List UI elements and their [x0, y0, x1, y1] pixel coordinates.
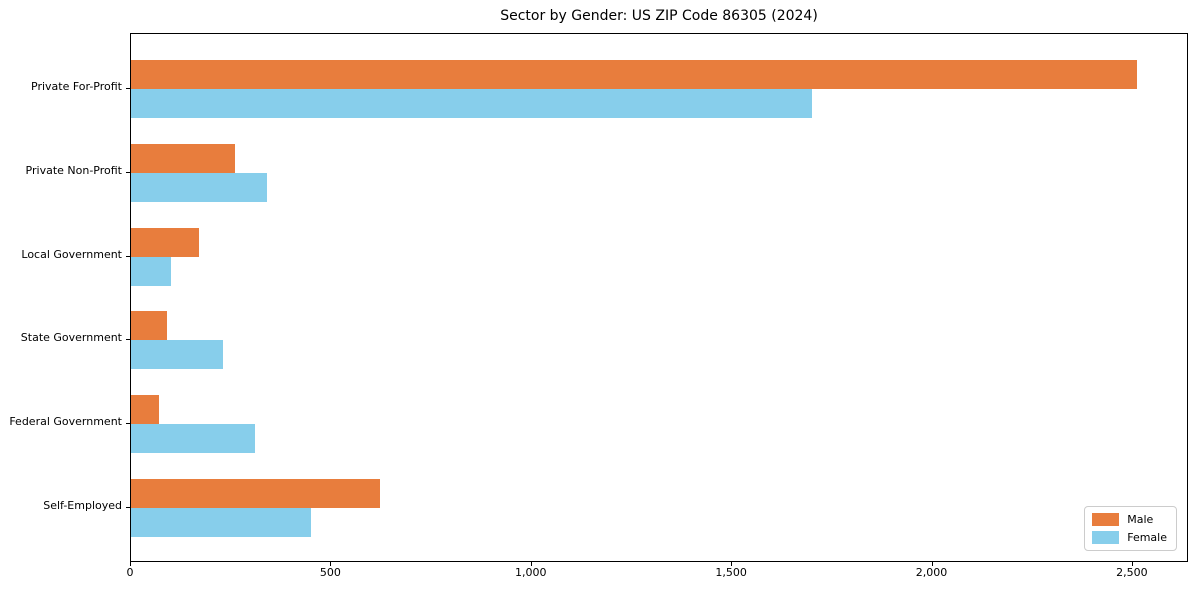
y-tick-mark: [126, 507, 130, 508]
y-axis-label: State Government: [20, 331, 122, 345]
legend-label: Male: [1127, 513, 1154, 526]
bar-male-5: [131, 479, 380, 508]
bar-female-5: [131, 508, 312, 537]
y-axis-label: Local Government: [21, 247, 122, 261]
x-tick-label: 1,500: [715, 566, 747, 579]
x-tick-mark: [130, 562, 131, 566]
plot-area: Male Female: [130, 33, 1188, 562]
x-tick-mark: [1131, 562, 1133, 566]
y-axis-label: Self-Employed: [43, 499, 122, 512]
bar-male-2: [131, 227, 200, 257]
legend-item-male: Male: [1092, 513, 1167, 526]
legend-swatch: [1092, 531, 1120, 544]
chart-title: Sector by Gender: US ZIP Code 86305 (202…: [500, 8, 818, 24]
x-tick-label: 1,000: [515, 566, 547, 579]
bar-female-3: [131, 340, 224, 370]
bar-female-4: [131, 424, 256, 454]
y-axis-label: Private For-Profit: [31, 80, 122, 93]
x-tick-mark: [931, 562, 933, 566]
y-tick-mark: [126, 255, 130, 257]
x-tick-label: 0: [126, 566, 134, 579]
y-tick-mark: [126, 171, 130, 173]
y-tick-mark: [126, 423, 130, 425]
bar-male-0: [131, 60, 1137, 89]
y-axis-label: Private Non-Profit: [25, 163, 122, 177]
bar-male-1: [131, 143, 236, 173]
x-tick-label: 2,000: [915, 566, 948, 579]
legend-item-female: Female: [1092, 531, 1167, 544]
x-tick-mark: [731, 562, 733, 566]
x-tick-label: 2,500: [1116, 566, 1148, 579]
legend-swatch: [1092, 513, 1120, 526]
x-tick-label: 500: [319, 566, 341, 579]
legend: Male Female: [1084, 506, 1177, 551]
x-tick-mark: [330, 562, 332, 566]
bar-female-1: [131, 172, 268, 202]
y-axis-label: Federal Government: [9, 415, 122, 429]
bar-male-3: [131, 311, 168, 341]
x-tick-mark: [530, 562, 532, 566]
bar-female-0: [131, 89, 813, 118]
bar-female-2: [131, 256, 172, 286]
y-tick-mark: [126, 339, 130, 341]
legend-label: Female: [1127, 531, 1167, 544]
y-tick-mark: [126, 88, 130, 89]
bar-male-4: [131, 395, 160, 425]
